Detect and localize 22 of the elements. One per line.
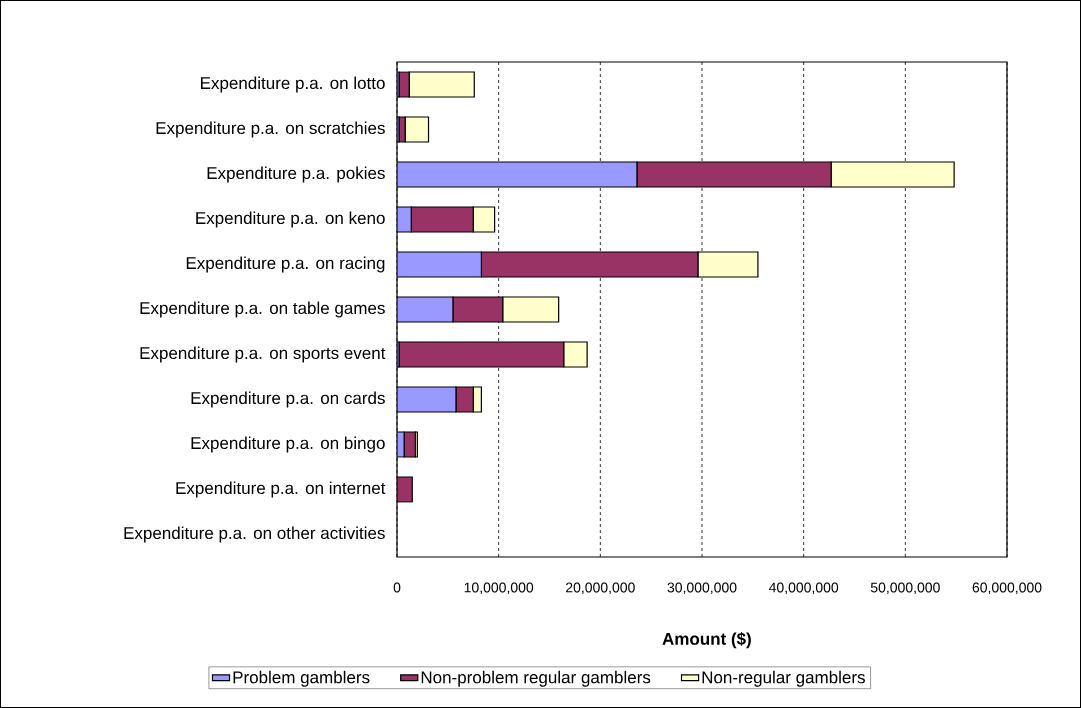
y-tick-label: Expenditure p.a. on bingo [191,436,385,453]
y-tick-label: Expenditure p.a. on lotto [201,76,385,93]
x-tick-label: 20,000,000 [566,582,635,595]
y-tick-label: Expenditure p.a. on cards [191,391,385,408]
y-tick-label: Expenditure p.a. on scratchies [156,121,385,138]
y-tick-label: Expenditure p.a. on table games [140,301,385,318]
legend-label: Non-regular gamblers [702,670,865,687]
y-tick-label: Expenditure p.a. on internet [176,481,386,498]
x-tick-label: 50,000,000 [870,582,940,595]
y-tick-label: Expenditure p.a. on keno [196,211,385,228]
y-tick-label: Expenditure p.a. pokies [207,166,385,183]
x-tick-label: 30,000,000 [667,582,737,595]
x-axis-title: Amount ($) [662,632,751,649]
x-tick-label: 40,000,000 [768,582,839,595]
y-tick-label: Expenditure p.a. on sports event [140,346,386,363]
y-tick-label: Expenditure p.a. on other activities [124,526,385,543]
y-tick-label: Expenditure p.a. on racing [186,256,385,273]
legend-label: Problem gamblers [233,670,370,687]
x-tick-label: 60,000,000 [972,582,1042,595]
legend-label: Non-problem regular gamblers [421,670,651,687]
x-tick-label: 10,000,000 [464,582,534,595]
x-tick-label: 0 [393,582,401,593]
